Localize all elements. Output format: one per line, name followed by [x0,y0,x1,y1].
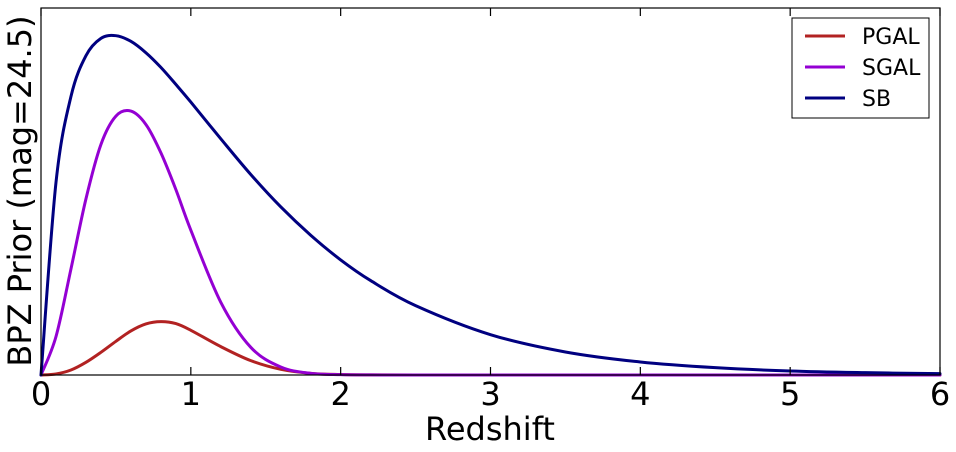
x-tick-label: 0 [31,375,51,413]
series-line-pgal [39,320,942,377]
legend-label-sgal: SGAL [862,56,921,81]
x-tick-label: 4 [630,375,650,413]
legend-label-pgal: PGAL [862,25,920,50]
x-tick-label: 6 [930,375,950,413]
legend-label-sb: SB [862,87,891,112]
axis-ticks [40,8,941,375]
y-axis-label: BPZ Prior (mag=24.5) [1,15,39,366]
x-tick-label: 2 [330,375,350,413]
x-tick-label: 3 [480,375,500,413]
x-tick-labels: 0 1 2 3 4 5 6 [31,375,950,413]
x-tick-label: 1 [181,375,201,413]
x-axis-label: Redshift [425,410,555,448]
series-line-sb [39,33,942,377]
x-tick-label: 5 [780,375,800,413]
legend: PGAL SGAL SB [791,17,930,119]
